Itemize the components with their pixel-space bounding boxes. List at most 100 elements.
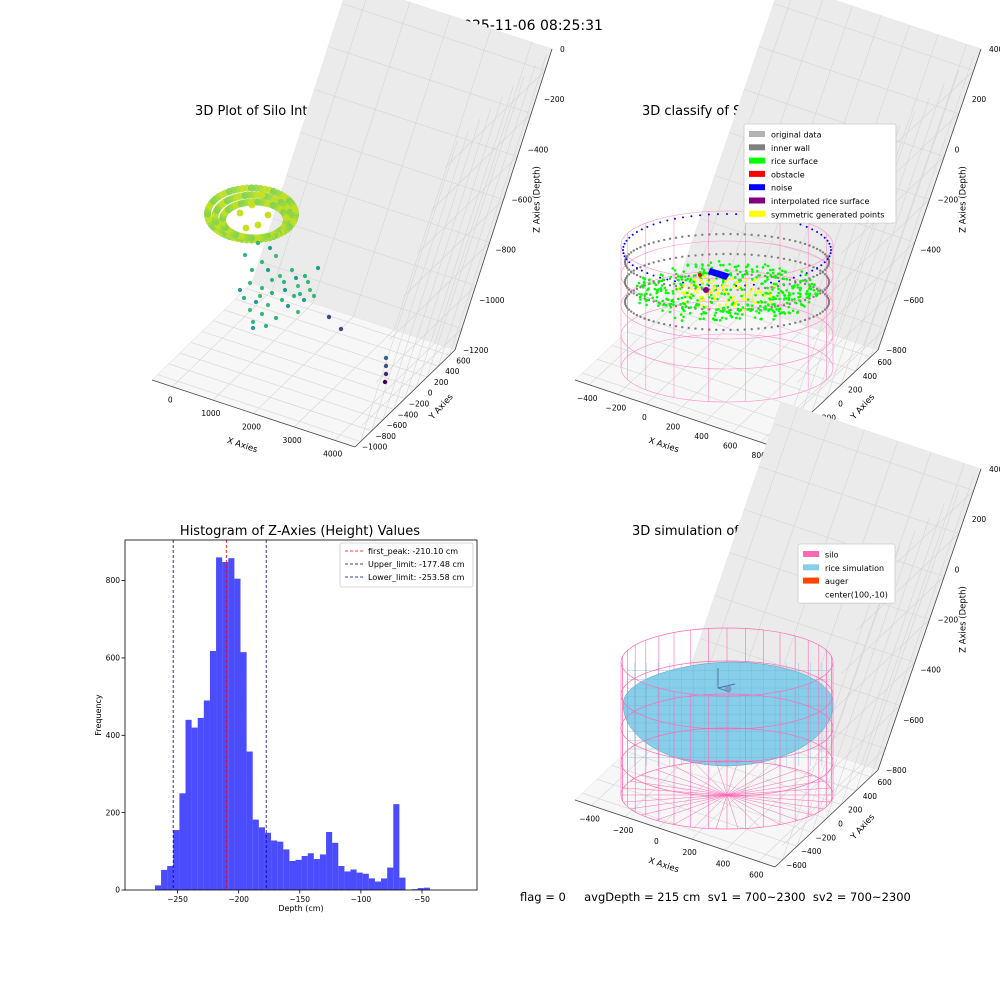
inner-wall-point	[635, 247, 639, 251]
status-line: flag = 0 avgDepth = 215 cm sv1 = 700~230…	[520, 890, 911, 904]
rice-surface-point	[735, 268, 738, 272]
silo-floor-spoke	[726, 762, 760, 796]
panel1-raw-data-3d: 010002000300040006004002000−200−400−600−…	[151, 0, 565, 458]
p4-x-axis-line	[574, 799, 776, 868]
symmetric-point	[754, 301, 757, 305]
p4-x-axis-label: X Axies	[647, 856, 680, 875]
inner-wall-point	[812, 315, 815, 318]
raw-point	[279, 297, 285, 303]
rice-surface-point	[740, 313, 744, 316]
rice-surface-point	[776, 272, 780, 276]
symmetric-point	[699, 295, 703, 299]
inner-wall-point	[626, 295, 629, 298]
noise-point	[811, 228, 814, 231]
rice-surface-point	[755, 265, 759, 269]
inner-wall-point	[743, 233, 746, 236]
p4-legend-swatch	[803, 577, 819, 584]
rice-surface-point	[755, 275, 758, 279]
inner-wall-point	[722, 232, 725, 236]
p4-y-tick-label: 600	[877, 778, 892, 787]
rice-surface-point	[764, 305, 767, 308]
p1-z-grid	[389, 242, 490, 340]
inner-wall-point	[668, 237, 672, 240]
p4-z-tick-label: −200	[938, 616, 959, 625]
rice-surface-point	[668, 310, 672, 314]
rice-surface-point	[796, 286, 800, 289]
p2-y-tick-label: 400	[863, 372, 878, 381]
p2-z-axis-label: Z Axies (Depth)	[959, 166, 969, 233]
rice-surface-point	[731, 302, 734, 306]
rice-surface-point	[702, 317, 705, 321]
rice-surface-point	[782, 277, 785, 281]
rice-surface-point	[669, 306, 673, 309]
symmetric-point	[748, 294, 751, 297]
p1-z-tick-label: −600	[512, 196, 533, 205]
p2-z-tick-label: 400	[989, 45, 1000, 54]
silo-floor-spoke	[673, 794, 728, 825]
rice-surface-point	[726, 305, 730, 309]
p4-z-axis-label: Z Axies (Depth)	[959, 586, 969, 653]
raw-point	[254, 221, 262, 229]
rice-surface-point	[778, 307, 781, 311]
inner-wall-point	[627, 288, 631, 291]
symmetric-point	[700, 304, 704, 307]
inner-wall-point	[823, 288, 827, 291]
noise-cluster	[708, 268, 730, 280]
rice-surface-point	[722, 263, 725, 267]
noise-point	[826, 258, 829, 261]
rice-surface-point	[689, 277, 692, 281]
noise-point	[830, 249, 832, 251]
silo-floor-spoke	[726, 780, 824, 796]
p2-z-tick-label: −400	[920, 246, 941, 255]
symmetric-point	[743, 308, 746, 312]
rice-surface-point	[766, 278, 769, 281]
symmetric-point	[718, 303, 721, 307]
rice-surface-point	[790, 298, 794, 302]
rice-surface-point	[692, 274, 696, 278]
noise-point	[631, 233, 634, 236]
raw-point	[383, 355, 389, 361]
raw-point	[282, 287, 288, 293]
p2-x-tick-label: 400	[694, 432, 709, 441]
rice-surface-point	[755, 310, 758, 313]
rice-surface-point	[741, 275, 745, 279]
rice-surface-point	[806, 289, 809, 293]
rice-surface-point	[698, 317, 702, 321]
panel4-simulation-3d: −400−20002004006006004002000−200−400−600…	[574, 401, 1000, 879]
inner-wall-point	[663, 322, 666, 326]
p4-x-tick-label: −400	[579, 815, 600, 824]
raw-point	[263, 323, 269, 329]
rice-surface-point	[683, 302, 686, 306]
rice-surface-point	[798, 299, 801, 302]
symmetric-point	[734, 300, 737, 304]
p1-z-grid	[272, 218, 476, 286]
rice-surface-point	[734, 316, 738, 320]
rice-surface-point	[767, 303, 770, 307]
p1-z-tick-label: −800	[495, 246, 516, 255]
rice-surface-point	[649, 293, 652, 297]
inner-wall-point	[770, 235, 773, 238]
raw-point	[382, 379, 388, 385]
p2-legend-label: interpolated rice surface	[771, 197, 869, 206]
rice-surface-point	[659, 287, 663, 290]
rice-surface-point	[682, 315, 685, 319]
silo-floor-spoke	[715, 761, 728, 796]
inner-wall-point	[825, 266, 828, 269]
rice-surface-point	[645, 303, 648, 307]
rice-surface-point	[724, 317, 728, 320]
rice-surface-point	[740, 288, 744, 292]
rice-surface-point	[680, 296, 684, 300]
p2-y-grid	[596, 358, 798, 427]
rice-surface-point	[751, 308, 754, 311]
inner-wall-point	[729, 232, 732, 236]
noise-point	[829, 245, 832, 248]
rice-surface-point	[766, 271, 769, 275]
rice-surface-point	[708, 296, 711, 299]
silo-wireframe-ring	[620, 333, 834, 403]
noise-point	[623, 242, 626, 245]
symmetric-point	[712, 279, 715, 282]
hist-bar	[277, 841, 284, 890]
inner-wall-point	[826, 296, 830, 300]
rice-surface-point	[713, 318, 717, 322]
inner-wall-point	[630, 251, 633, 254]
